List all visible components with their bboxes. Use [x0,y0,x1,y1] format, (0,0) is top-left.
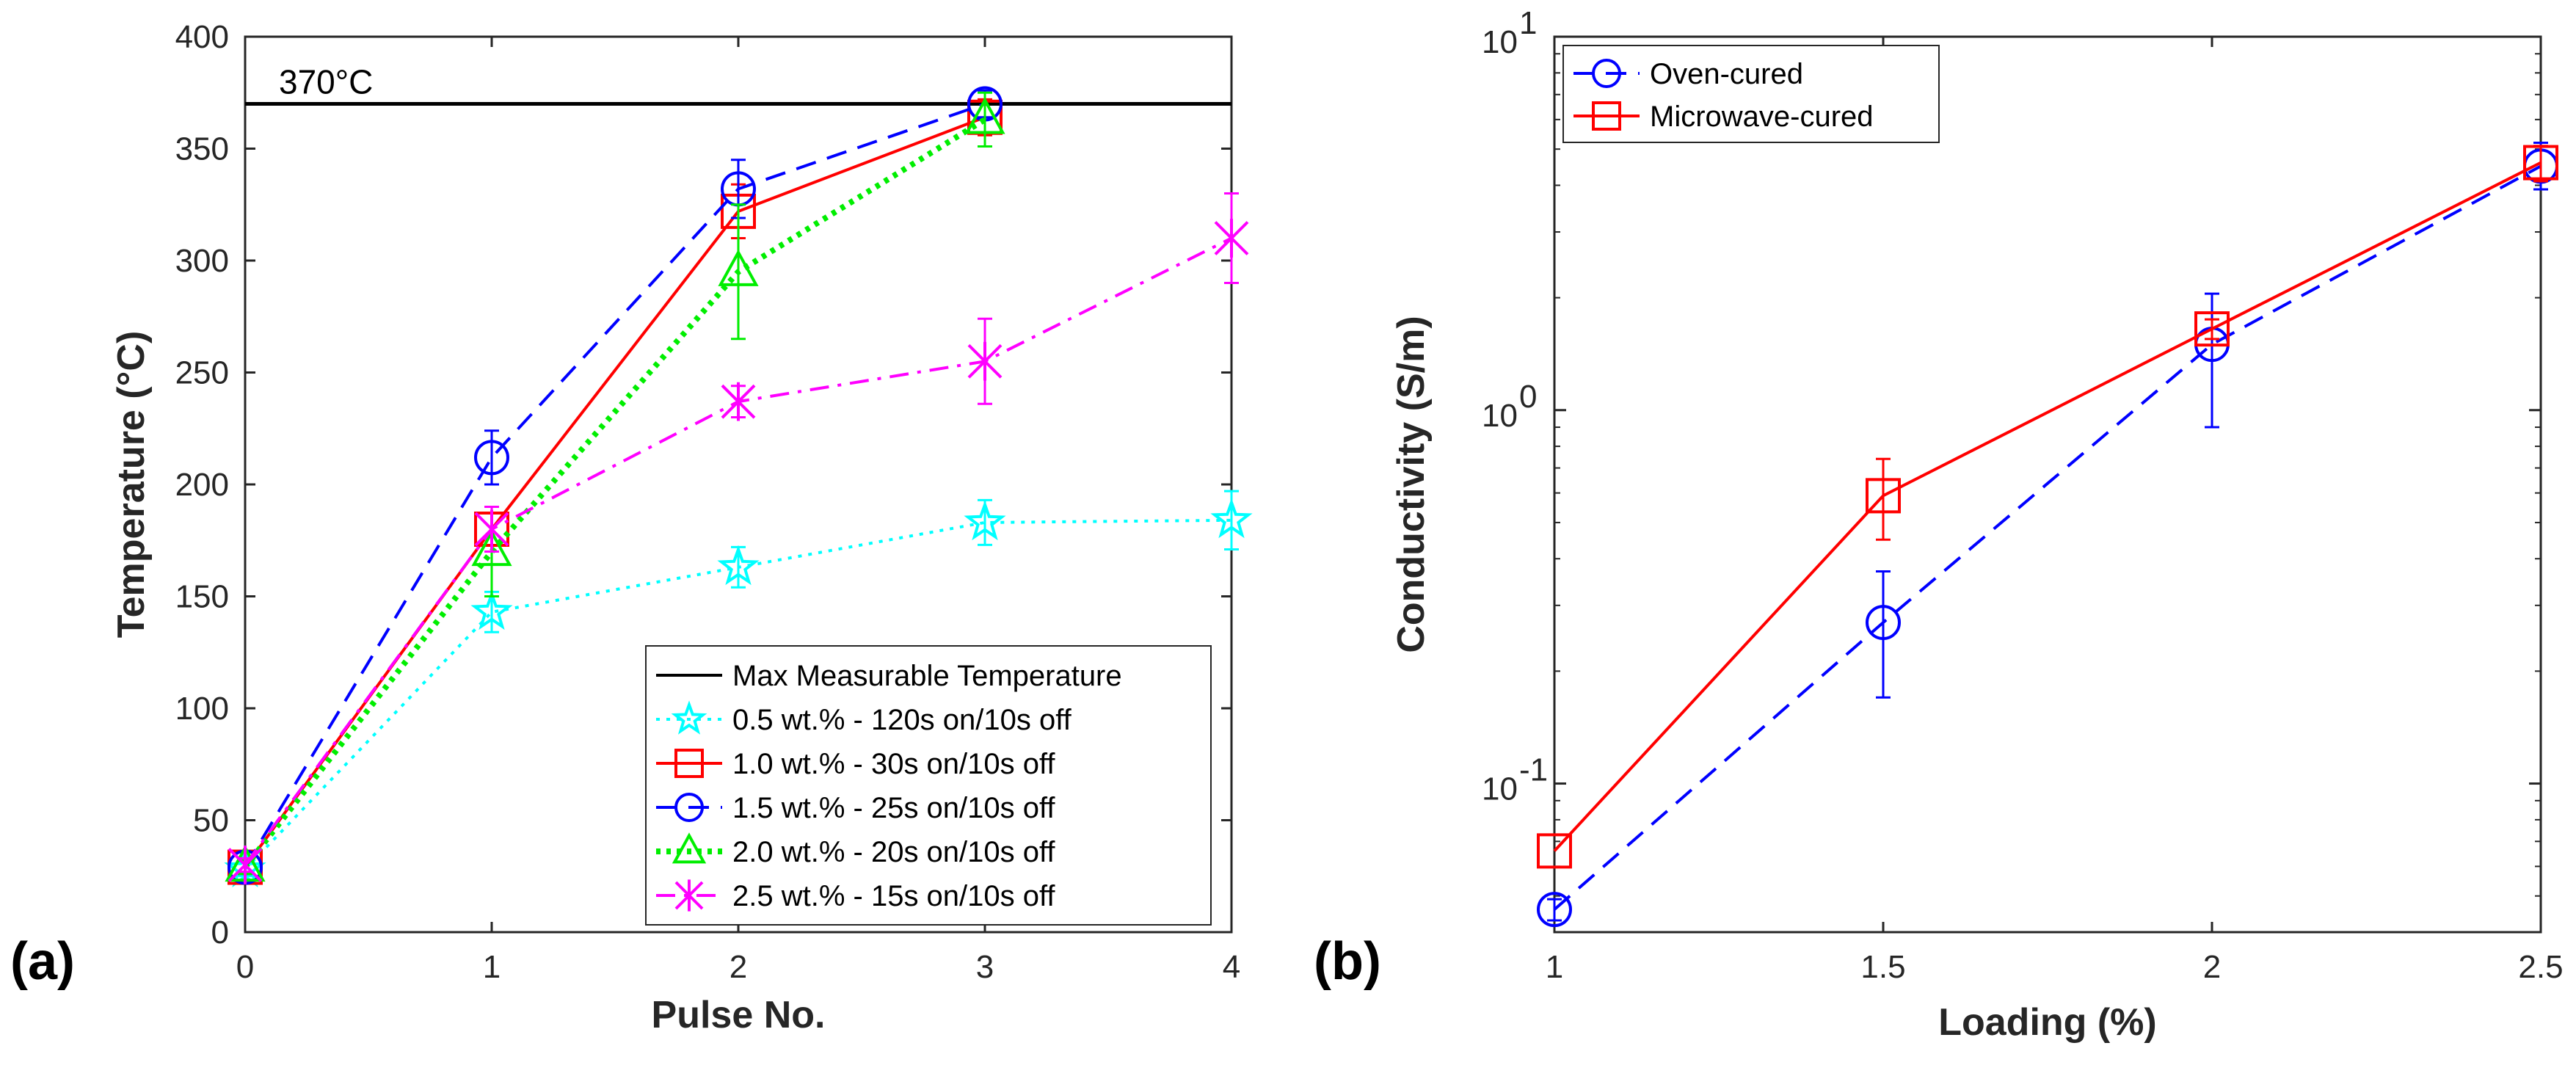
series-line [244,102,986,868]
legend-label: 1.5 wt.% - 25s on/10s off [732,792,1055,824]
series-line [1553,161,2542,852]
x-tick-label: 2.5 [2518,949,2563,985]
legend-label: Oven-cured [1650,58,1803,90]
legend-label: 0.5 wt.% - 120s on/10s off [732,704,1072,736]
data-point [1866,478,1901,514]
legend-marker [1592,101,1621,131]
data-point [964,97,1005,134]
data-point [1214,219,1249,258]
legend-label: Microwave-cured [1650,101,1874,133]
legend-label: 1.0 wt.% - 30s on/10s off [732,748,1055,780]
y-tick-exponent: 1 [1519,5,1537,41]
data-point [2523,145,2558,181]
series-line [242,117,987,869]
y-tick-label: 10 [1482,398,1518,434]
data-point [964,500,1006,541]
legend-box [1562,45,1940,143]
legend-label: 2.5 wt.% - 15s on/10s off [732,880,1055,912]
data-point [967,341,1003,381]
data-point [1537,892,1572,928]
y-tick-label: 10 [1482,24,1518,60]
legend-marker [674,749,704,778]
x-tick-label: 2 [729,949,747,985]
data-point [1866,605,1901,641]
panel-b-legend: Oven-cured Microwave-cured [1562,45,1940,143]
x-tick-label: 2 [2203,949,2221,985]
data-point [1210,498,1253,539]
panel-a-x-axis-label: Pulse No. [652,994,826,1036]
y-tick-label: 350 [175,131,229,167]
data-point [228,846,263,884]
panel-b-y-axis-label: Conductivity (S/m) [1390,316,1433,653]
data-point [2194,311,2230,347]
data-point [474,509,509,549]
panel-a-data [224,86,1253,887]
data-point [1537,833,1572,869]
x-tick-label: 4 [1223,949,1240,985]
y-tick-label: 10 [1482,771,1518,807]
data-point [721,382,756,421]
data-point [717,545,760,586]
panel-a-reference-label: 370°C [279,63,373,101]
legend-label: 2.0 wt.% - 20s on/10s off [732,836,1055,868]
y-tick-label: 0 [211,915,229,950]
data-point [471,528,512,567]
error-bar [2205,318,2219,341]
legend-label: Max Measurable Temperature [732,660,1122,692]
y-tick-label: 200 [175,467,229,503]
x-tick-label: 1 [483,949,501,985]
panel-a-y-axis-label: Temperature (°C) [110,331,153,639]
y-tick-label: 100 [175,691,229,727]
error-bar [1876,457,1891,541]
panel-a-label: (a) [10,932,75,991]
panel-a-legend: Max Measurable Temperature 0.5 wt.% - 120… [645,645,1212,926]
error-bar [484,429,499,486]
y-tick-label: 250 [175,355,229,391]
legend-box [645,645,1212,926]
y-tick-exponent: -1 [1519,752,1548,788]
x-tick-label: 3 [976,949,994,985]
error-bar [731,203,746,341]
panel-b-label: (b) [1314,932,1381,991]
error-bar [1547,898,1562,922]
data-point [470,589,513,630]
panel-b-x-axis-label: Loading (%) [1938,1001,2157,1044]
legend-marker [674,879,704,912]
panel-a-chart: 0 1 2 3 4 0 50 100 150 200 250 300 350 400 370°C Puls… [10,19,1253,1036]
x-tick-label: 1 [1546,949,1563,985]
y-tick-exponent: 0 [1519,379,1537,415]
panel-b-data [1537,141,2558,928]
legend-marker [671,700,707,735]
y-tick-label: 400 [175,19,229,55]
data-point [718,249,759,286]
y-tick-label: 150 [175,579,229,615]
x-tick-label: 0 [236,949,254,985]
panel-a-ticks: 0 1 2 3 4 0 50 100 150 200 250 300 350 400 [175,19,1241,985]
y-tick-label: 300 [175,243,229,279]
legend-marker [674,793,704,822]
x-tick-label: 1.5 [1860,949,1905,985]
y-tick-label: 50 [193,803,229,839]
legend-marker [1592,59,1621,88]
data-point [474,440,509,476]
legend-marker [672,832,707,864]
series-line [1553,164,2542,911]
error-bar [1876,570,1891,699]
